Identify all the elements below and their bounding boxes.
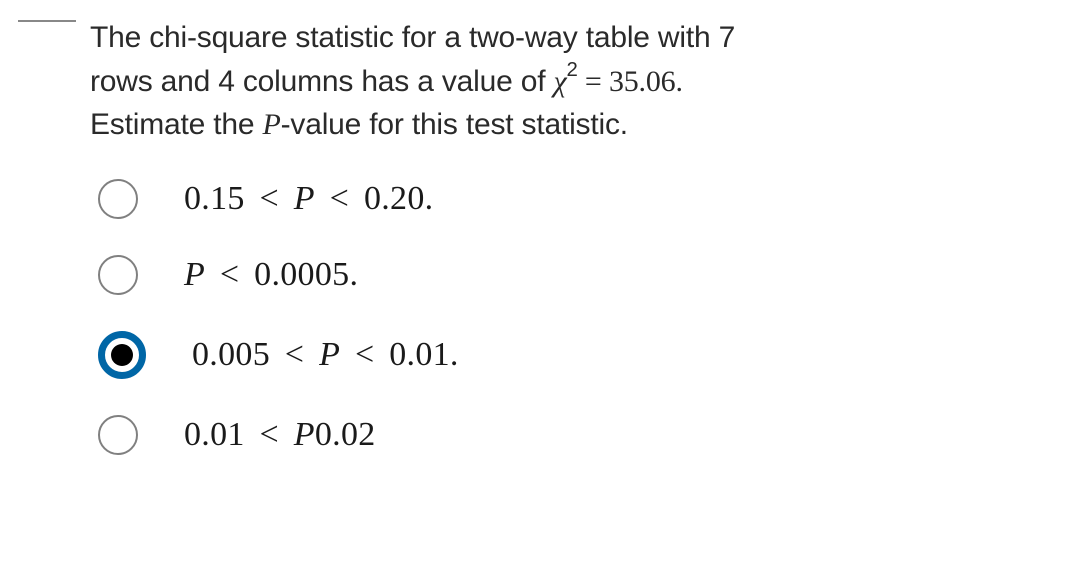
radio-option-2[interactable]	[98, 255, 138, 295]
opt2-lt2: <	[205, 256, 254, 293]
opt3-post: 0.01.	[389, 336, 459, 373]
radio-option-1[interactable]	[98, 179, 138, 219]
opt1-lt2: <	[315, 180, 364, 217]
option-3[interactable]: 0.005 < P < 0.01.	[98, 331, 1050, 379]
opt2-p: P	[184, 256, 205, 293]
radio-option-4[interactable]	[98, 415, 138, 455]
decorative-top-line	[18, 20, 76, 22]
opt1-pre: 0.15	[184, 180, 245, 217]
question-line3-cont: -value for this test statistic.	[281, 108, 628, 141]
option-4-label: 0.01 < P0.02	[184, 416, 376, 454]
opt4-lt1: <	[245, 416, 294, 453]
question-line2-text: rows and 4 columns has a value of	[90, 65, 553, 98]
option-2[interactable]: P < 0.0005.	[98, 255, 1050, 295]
opt3-p: P	[319, 336, 340, 373]
chi-value: 35.06.	[609, 65, 683, 98]
option-2-label: P < 0.0005.	[184, 256, 358, 294]
option-3-label: 0.005 < P < 0.01.	[192, 336, 459, 374]
opt3-pre: 0.005	[192, 336, 270, 373]
opt1-post: 0.20.	[364, 180, 434, 217]
radio-option-3[interactable]	[98, 331, 146, 379]
opt3-lt1: <	[270, 336, 319, 373]
opt4-post: 0.02	[315, 416, 376, 453]
question-prompt: The chi-square statistic for a two-way t…	[90, 16, 1050, 147]
opt1-lt1: <	[245, 180, 294, 217]
chi-variable: χ	[553, 65, 566, 98]
question-line1: The chi-square statistic for a two-way t…	[90, 21, 735, 54]
options-container: 0.15 < P < 0.20. P < 0.0005. 0.005 < P <…	[90, 179, 1050, 455]
option-1-label: 0.15 < P < 0.20.	[184, 180, 433, 218]
option-1[interactable]: 0.15 < P < 0.20.	[98, 179, 1050, 219]
opt2-post: 0.0005.	[254, 256, 358, 293]
equals-sign: =	[578, 65, 609, 98]
question-line3-text: Estimate the	[90, 108, 262, 141]
opt3-lt2: <	[340, 336, 389, 373]
exponent: 2	[566, 59, 577, 81]
opt1-p: P	[294, 180, 315, 217]
option-4[interactable]: 0.01 < P0.02	[98, 415, 1050, 455]
opt4-pre: 0.01	[184, 416, 245, 453]
opt4-p: P	[294, 416, 315, 453]
p-variable: P	[262, 108, 280, 141]
